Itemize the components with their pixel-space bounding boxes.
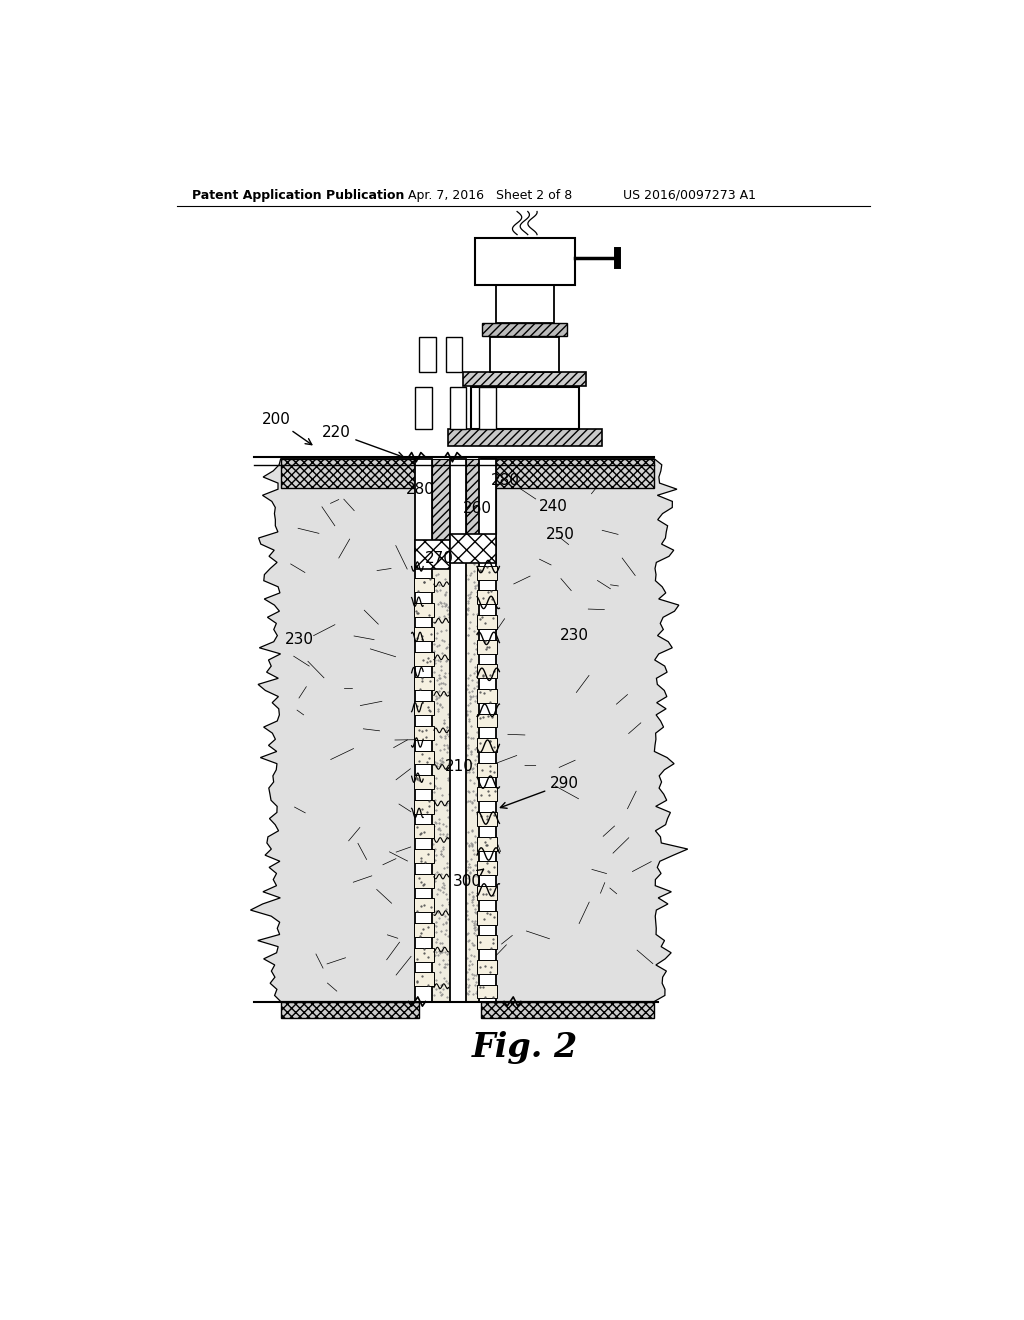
Bar (478, 387, 496, 429)
Text: 270: 270 (425, 552, 454, 566)
Bar (478, 459, 496, 1002)
Bar (477, 738, 497, 752)
Text: 250: 250 (547, 527, 575, 541)
Bar (432, 459, 451, 1002)
Bar (477, 689, 497, 702)
Bar (477, 960, 497, 974)
Bar (414, 825, 434, 838)
Bar (451, 459, 466, 1002)
Bar (497, 285, 554, 323)
Text: 230: 230 (560, 628, 589, 643)
Bar (447, 429, 602, 446)
Bar (446, 337, 462, 372)
Bar (414, 899, 434, 912)
Text: 280: 280 (407, 482, 435, 498)
Bar (414, 627, 434, 642)
Bar (477, 862, 497, 875)
Text: 220: 220 (322, 425, 403, 458)
Bar (477, 640, 497, 653)
Bar (477, 788, 497, 801)
Bar (414, 800, 434, 813)
Bar (416, 540, 451, 569)
Bar (414, 652, 434, 665)
Text: Apr. 7, 2016   Sheet 2 of 8: Apr. 7, 2016 Sheet 2 of 8 (408, 189, 572, 202)
Bar (414, 775, 434, 789)
Text: 210: 210 (444, 759, 473, 775)
Bar (477, 911, 497, 924)
Bar (414, 701, 434, 715)
Bar (451, 535, 496, 564)
Polygon shape (251, 459, 419, 1002)
Bar (477, 590, 497, 605)
Polygon shape (481, 459, 688, 1002)
Bar (477, 812, 497, 826)
Bar (451, 387, 466, 429)
Bar (414, 973, 434, 986)
Text: 300: 300 (453, 869, 483, 890)
Bar (471, 387, 579, 429)
Bar (416, 459, 432, 1002)
Text: US 2016/0097273 A1: US 2016/0097273 A1 (624, 189, 757, 202)
Bar (281, 459, 419, 488)
Bar (414, 677, 434, 690)
Bar (416, 387, 432, 429)
Bar (419, 337, 436, 372)
Text: Patent Application Publication: Patent Application Publication (193, 189, 404, 202)
Bar (416, 459, 432, 540)
Bar (477, 936, 497, 949)
Bar (475, 239, 574, 285)
Bar (477, 763, 497, 776)
Bar (414, 603, 434, 616)
Bar (478, 459, 496, 535)
Text: 260: 260 (463, 502, 493, 516)
Bar (490, 337, 559, 372)
Bar (432, 459, 451, 540)
Bar (414, 874, 434, 887)
Text: Fig. 2: Fig. 2 (472, 1031, 578, 1064)
Text: 200: 200 (261, 412, 312, 445)
Bar (414, 751, 434, 764)
Bar (414, 726, 434, 739)
Bar (477, 714, 497, 727)
Bar (466, 459, 478, 1002)
Text: 280: 280 (490, 473, 520, 488)
Bar (463, 372, 587, 385)
Bar (414, 923, 434, 937)
Bar (481, 1002, 654, 1019)
Bar (414, 948, 434, 961)
Bar (414, 849, 434, 863)
Bar (482, 323, 567, 335)
Bar (477, 615, 497, 628)
Text: 230: 230 (285, 632, 313, 647)
Bar (477, 985, 497, 998)
Bar (477, 837, 497, 850)
Bar (477, 886, 497, 900)
Bar (281, 1002, 419, 1019)
Text: 240: 240 (539, 499, 567, 513)
Bar (477, 664, 497, 678)
Bar (414, 578, 434, 591)
Bar (451, 459, 466, 535)
Bar (466, 459, 478, 535)
Bar (481, 459, 654, 488)
Text: 290: 290 (501, 776, 580, 808)
Bar (477, 566, 497, 579)
